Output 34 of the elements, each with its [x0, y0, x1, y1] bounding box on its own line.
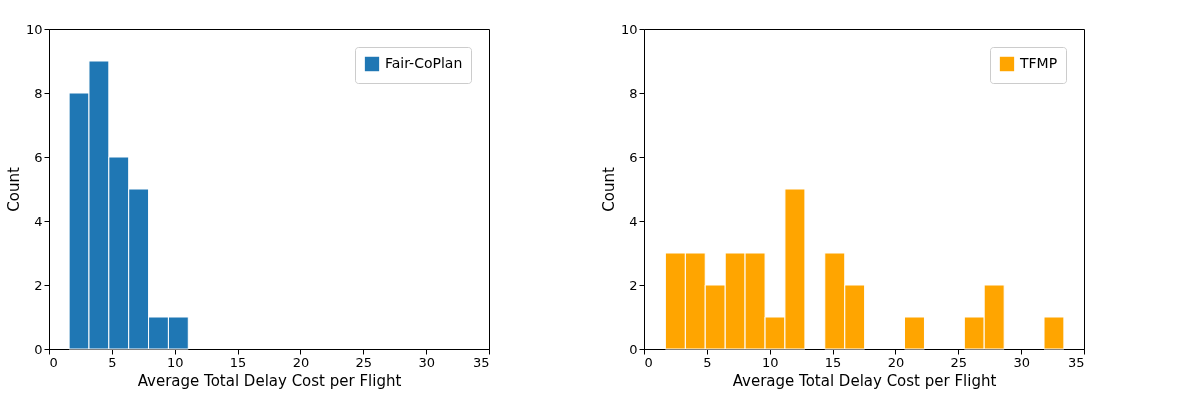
- x-tick-label: 30: [418, 354, 435, 370]
- y-tick-label: 6: [629, 149, 638, 165]
- y-axis-title: Count: [599, 167, 618, 212]
- x-tick-label: 15: [229, 354, 247, 370]
- y-tick-label: 2: [34, 277, 43, 293]
- y-tick-label: 8: [34, 85, 43, 101]
- x-tick-label: 20: [887, 354, 905, 370]
- y-tick-label: 0: [34, 341, 43, 357]
- x-tick-label: 5: [703, 354, 712, 370]
- y-tick-label: 10: [25, 21, 43, 37]
- y-tick-label: 4: [34, 213, 43, 229]
- x-tick-label: 0: [644, 354, 653, 370]
- x-tick-label: 20: [292, 354, 310, 370]
- x-tick-label: 35: [1067, 354, 1085, 370]
- y-axis-title: Count: [4, 167, 23, 212]
- x-axis-title: Average Total Delay Cost per Flight: [137, 371, 402, 390]
- x-tick-label: 10: [761, 354, 779, 370]
- y-tick-label: 8: [629, 85, 638, 101]
- legend-label: TFMP: [1019, 55, 1058, 71]
- y-tick-label: 2: [629, 277, 638, 293]
- x-tick-label: 0: [49, 354, 58, 370]
- x-tick-label: 25: [950, 354, 968, 370]
- x-axis-title: Average Total Delay Cost per Flight: [732, 371, 997, 390]
- y-tick-label: 10: [620, 21, 638, 37]
- x-tick-label: 10: [166, 354, 184, 370]
- x-tick-label: 15: [824, 354, 842, 370]
- y-tick-label: 6: [34, 149, 43, 165]
- x-tick-label: 30: [1013, 354, 1030, 370]
- legend-label: Fair-CoPlan: [385, 55, 463, 71]
- x-tick-label: 35: [472, 354, 490, 370]
- x-tick-label: 5: [108, 354, 117, 370]
- y-tick-label: 4: [629, 213, 638, 229]
- x-tick-label: 25: [355, 354, 373, 370]
- y-tick-label: 0: [629, 341, 638, 357]
